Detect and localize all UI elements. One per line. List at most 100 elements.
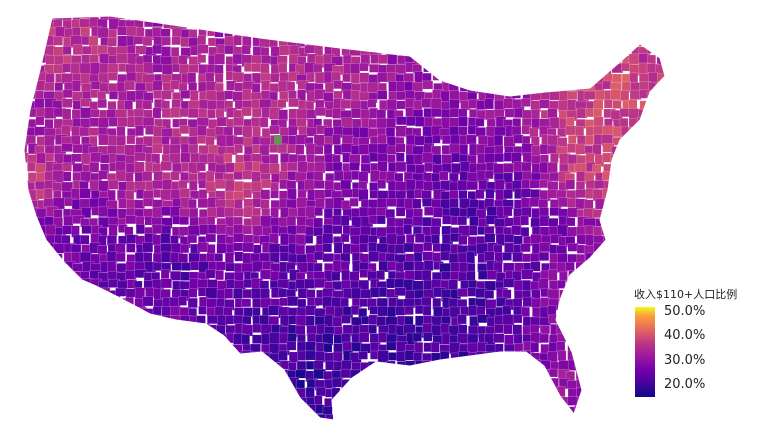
county-cell[interactable]	[504, 11, 515, 22]
county-cell[interactable]	[593, 36, 606, 48]
county-cell[interactable]	[557, 37, 567, 50]
county-cell[interactable]	[395, 152, 405, 162]
county-cell[interactable]	[403, 324, 416, 335]
county-cell[interactable]	[358, 189, 369, 202]
county-cell[interactable]	[97, 99, 107, 109]
county-cell[interactable]	[108, 378, 119, 389]
county-cell[interactable]	[197, 35, 207, 46]
county-cell[interactable]	[512, 35, 523, 45]
county-cell[interactable]	[17, 288, 29, 300]
county-cell[interactable]	[432, 134, 441, 144]
county-cell[interactable]	[37, 360, 50, 372]
county-cell[interactable]	[61, 235, 71, 245]
county-cell[interactable]	[116, 414, 128, 425]
county-cell[interactable]	[459, 72, 469, 82]
county-cell[interactable]	[522, 368, 534, 379]
county-cell[interactable]	[539, 413, 551, 426]
county-cell[interactable]	[664, 63, 676, 74]
county-cell[interactable]	[225, 359, 238, 371]
county-cell[interactable]	[521, 414, 531, 426]
county-cell[interactable]	[286, 215, 297, 227]
county-cell[interactable]	[439, 10, 449, 20]
county-cell[interactable]	[62, 108, 72, 120]
county-cell[interactable]	[593, 297, 604, 308]
county-cell[interactable]	[567, 424, 579, 434]
county-cell[interactable]	[549, 64, 561, 74]
county-cell[interactable]	[466, 270, 476, 282]
county-cell[interactable]	[521, 269, 534, 280]
county-cell[interactable]	[385, 209, 395, 219]
county-cell[interactable]	[315, 99, 325, 109]
county-cell[interactable]	[143, 395, 156, 406]
county-cell[interactable]	[395, 388, 407, 397]
county-cell[interactable]	[532, 54, 543, 65]
county-cell[interactable]	[278, 288, 288, 298]
county-cell[interactable]	[423, 242, 433, 252]
county-cell[interactable]	[540, 424, 550, 433]
county-cell[interactable]	[270, 423, 281, 433]
county-cell[interactable]	[549, 54, 561, 65]
county-cell[interactable]	[376, 207, 387, 217]
county-cell[interactable]	[566, 35, 577, 45]
county-cell[interactable]	[79, 343, 90, 355]
county-cell[interactable]	[126, 414, 136, 423]
county-cell[interactable]	[610, 171, 623, 182]
county-cell[interactable]	[405, 424, 415, 435]
county-cell[interactable]	[647, 125, 657, 136]
county-cell[interactable]	[621, 198, 633, 211]
county-cell[interactable]	[152, 334, 162, 346]
county-cell[interactable]	[566, 47, 576, 60]
county-cell[interactable]	[422, 305, 432, 316]
county-cell[interactable]	[98, 324, 108, 335]
county-cell[interactable]	[19, 27, 28, 38]
county-cell[interactable]	[448, 279, 458, 292]
county-cell[interactable]	[485, 54, 496, 66]
county-cell[interactable]	[575, 279, 587, 291]
county-cell[interactable]	[242, 242, 255, 253]
county-cell[interactable]	[575, 53, 588, 65]
county-cell[interactable]	[593, 63, 605, 74]
county-cell[interactable]	[242, 395, 252, 405]
county-cell[interactable]	[655, 135, 665, 145]
county-cell[interactable]	[179, 424, 190, 432]
county-cell[interactable]	[243, 234, 255, 244]
county-cell[interactable]	[100, 351, 111, 364]
county-cell[interactable]	[80, 107, 92, 119]
county-cell[interactable]	[601, 56, 611, 66]
county-cell[interactable]	[17, 55, 26, 65]
county-cell[interactable]	[162, 9, 172, 19]
county-cell[interactable]	[415, 10, 424, 20]
county-cell[interactable]	[628, 270, 638, 280]
county-cell[interactable]	[332, 108, 342, 119]
county-cell[interactable]	[430, 17, 443, 30]
county-cell[interactable]	[386, 19, 398, 31]
county-cell[interactable]	[540, 82, 550, 92]
county-cell[interactable]	[619, 143, 629, 154]
county-cell[interactable]	[611, 19, 621, 30]
county-cell[interactable]	[414, 261, 426, 271]
county-cell[interactable]	[584, 406, 597, 417]
county-cell[interactable]	[549, 36, 561, 48]
county-cell[interactable]	[142, 404, 154, 416]
county-cell[interactable]	[613, 297, 626, 309]
county-cell[interactable]	[513, 333, 523, 345]
county-cell[interactable]	[233, 35, 242, 46]
county-cell[interactable]	[619, 46, 629, 56]
county-cell[interactable]	[43, 405, 53, 416]
county-cell[interactable]	[251, 107, 262, 118]
county-cell[interactable]	[511, 405, 521, 416]
county-cell[interactable]	[368, 18, 377, 28]
county-cell[interactable]	[638, 251, 648, 262]
county-cell[interactable]	[601, 405, 611, 416]
county-cell[interactable]	[179, 216, 189, 225]
county-cell[interactable]	[511, 46, 521, 56]
county-cell[interactable]	[595, 425, 606, 435]
county-cell[interactable]	[154, 11, 166, 23]
county-cell[interactable]	[106, 251, 118, 263]
county-cell[interactable]	[305, 10, 315, 22]
county-cell[interactable]	[484, 38, 493, 50]
county-cell[interactable]	[63, 371, 74, 382]
county-cell[interactable]	[313, 35, 323, 46]
county-cell[interactable]	[665, 155, 674, 163]
county-cell[interactable]	[639, 189, 650, 201]
